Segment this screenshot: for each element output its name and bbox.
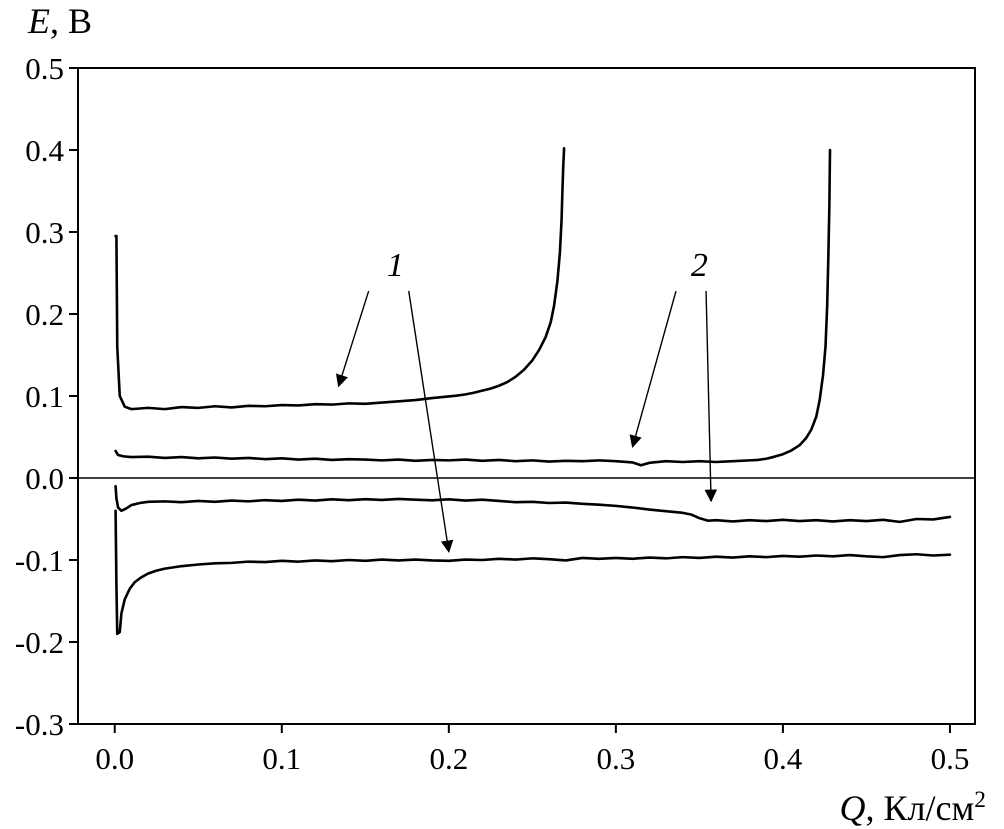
x-axis-symbol: Q — [839, 788, 866, 828]
x-tick-label: 0.3 — [596, 741, 635, 776]
annotation-arrow-2 — [704, 291, 718, 503]
x-axis-units-superscript: 2 — [974, 787, 986, 813]
curve-1-charge-branch — [114, 147, 566, 411]
y-tick-label: 0.4 — [25, 133, 64, 168]
curve-label-2: 2 — [691, 247, 708, 284]
annotation-arrow-2 — [629, 290, 677, 449]
x-tick-label: 0.5 — [931, 741, 970, 776]
annotation-arrow-1 — [408, 290, 454, 554]
x-tick-label: 0.4 — [764, 741, 803, 776]
y-axis-symbol: E — [28, 1, 50, 41]
plot-frame — [77, 67, 976, 725]
y-axis-title: E, В — [28, 0, 92, 42]
curve-label-1: 1 — [387, 247, 404, 284]
curve-2-discharge-branch — [114, 484, 952, 524]
x-tick-label: 0.2 — [429, 741, 468, 776]
y-tick-label: 0.0 — [25, 461, 64, 496]
y-tick-label: -0.1 — [15, 543, 64, 578]
x-axis-title: Q, Кл/см2 — [840, 787, 986, 829]
y-tick-label: 0.5 — [25, 51, 64, 86]
y-axis-units: , В — [50, 1, 93, 41]
y-tick-label: -0.3 — [15, 707, 64, 742]
y-tick-label: -0.2 — [15, 625, 64, 660]
x-tick-label: 0.1 — [262, 741, 301, 776]
y-tick-label: 0.2 — [25, 297, 64, 332]
curve-1-discharge-branch — [114, 509, 952, 636]
y-tick-label: 0.3 — [25, 215, 64, 250]
y-tick-label: 0.1 — [25, 379, 64, 414]
annotation-arrow-1 — [335, 290, 370, 388]
x-tick-label: 0.0 — [95, 741, 134, 776]
x-axis-units: , Кл/см — [865, 788, 975, 828]
curve-2-charge-branch — [114, 148, 832, 467]
